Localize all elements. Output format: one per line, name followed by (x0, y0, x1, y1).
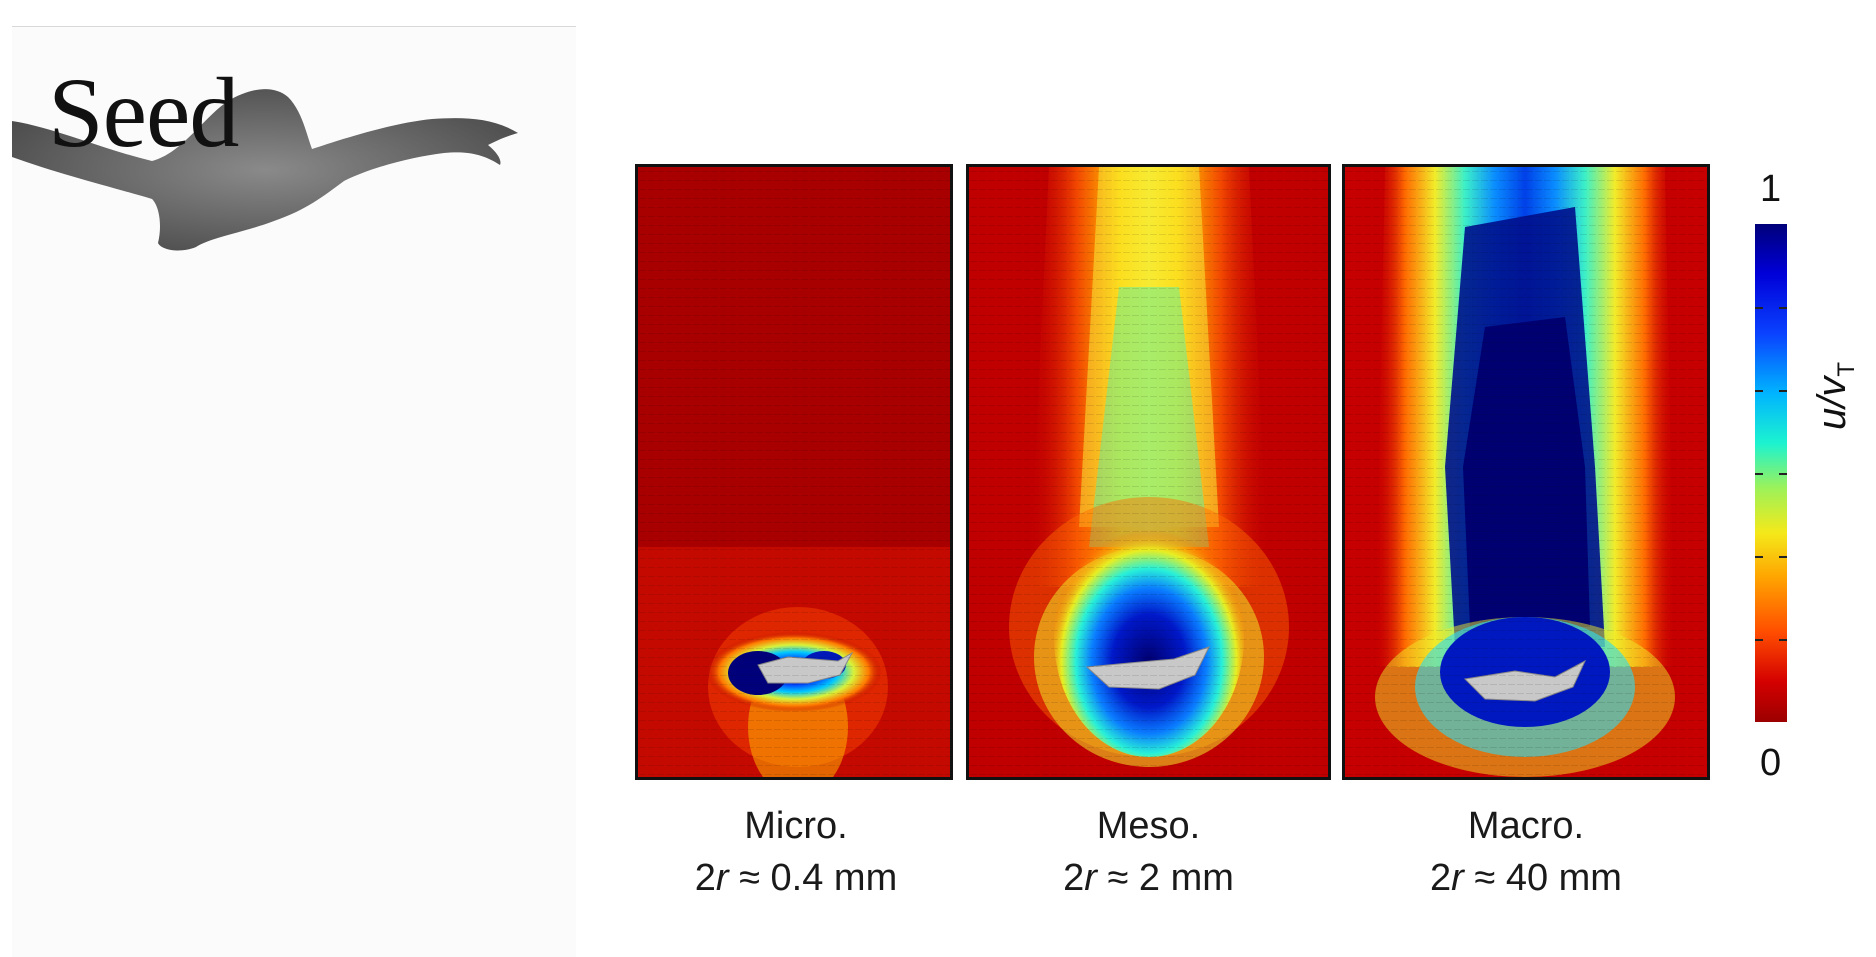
caption-meso-size: 2r ≈ 2 mm (1063, 857, 1234, 899)
caption-micro-size: 2r ≈ 0.4 mm (694, 857, 898, 899)
seed-video-frame: Seed (12, 26, 576, 957)
colorbar-tick (1755, 307, 1763, 309)
colorbar-tick (1755, 639, 1763, 641)
colorbar-axis-label: u/vT (1810, 361, 1860, 430)
macro-flow-field (1342, 164, 1710, 780)
caption-macro-title: Macro. (1467, 805, 1585, 847)
colorbar-tick (1779, 473, 1787, 475)
colorbar-tick (1779, 556, 1787, 558)
caption-meso-title: Meso. (1096, 805, 1201, 847)
colorbar-tick (1755, 390, 1763, 392)
colorbar-tick (1779, 307, 1787, 309)
colorbar-min-label: 0 (1760, 742, 1782, 784)
micro-flow-field (635, 164, 953, 780)
caption-micro-title: Micro. (744, 805, 848, 847)
meso-flow-field (966, 164, 1331, 780)
colorbar-tick (1779, 390, 1787, 392)
seed-silhouette (12, 89, 518, 251)
caption-meso: Meso. 2r ≈ 2 mm (966, 800, 1331, 904)
caption-macro-size: 2r ≈ 40 mm (1430, 857, 1622, 899)
colorbar-max-label: 1 (1760, 168, 1782, 210)
caption-macro: Macro. 2r ≈ 40 mm (1342, 800, 1710, 904)
colorbar-tick (1755, 556, 1763, 558)
caption-micro: Micro. 2r ≈ 0.4 mm (640, 800, 952, 904)
colorbar-tick (1779, 639, 1787, 641)
colorbar-tick (1755, 473, 1763, 475)
seed-label: Seed (48, 57, 239, 168)
